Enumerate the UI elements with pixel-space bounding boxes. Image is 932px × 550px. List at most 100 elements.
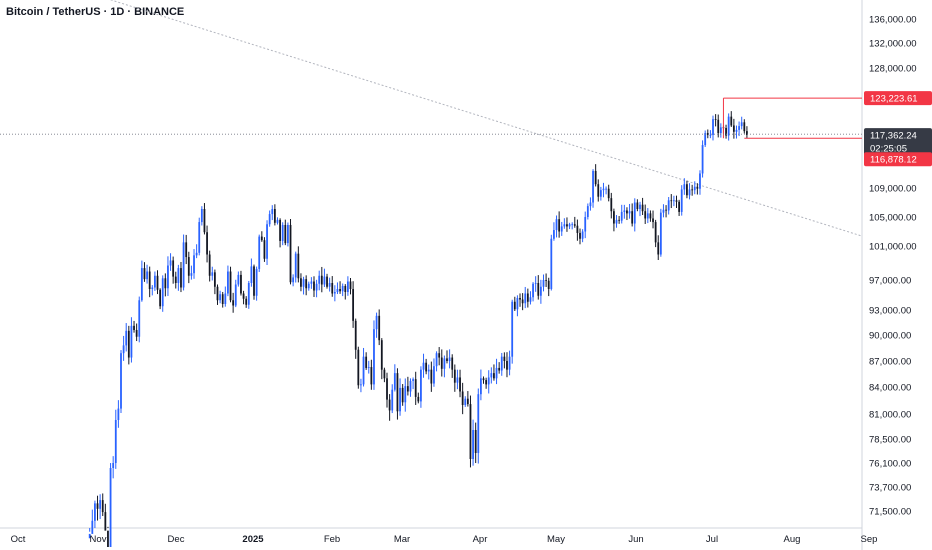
candle-body [164, 278, 167, 289]
price-tag-current-bg [864, 128, 932, 157]
candle-body [743, 122, 746, 132]
candle-body [576, 225, 579, 233]
candle-body [667, 200, 670, 211]
candle-body [258, 236, 261, 269]
candle-body [156, 275, 159, 290]
candle-body [652, 218, 654, 223]
candle-body [167, 265, 169, 289]
candle-body [370, 367, 373, 385]
candle-body [558, 219, 561, 232]
candle-body [657, 242, 660, 255]
price-tag-low-bg [864, 152, 932, 167]
candle-body [430, 369, 433, 384]
y-tick-label: 84,000.00 [869, 383, 911, 394]
candle-body [589, 202, 592, 207]
candle-body [644, 211, 647, 219]
candle-body [438, 353, 441, 358]
candle-body [313, 281, 315, 291]
candle-body [412, 379, 414, 381]
candle-body [461, 391, 464, 405]
candle-body [425, 362, 428, 372]
candle-body [138, 300, 141, 337]
candle-body [534, 283, 537, 284]
candle-body [336, 289, 339, 292]
candle-body [174, 276, 177, 283]
candle-body [524, 293, 527, 304]
candle-body [318, 275, 321, 284]
candle-body [328, 283, 331, 287]
candle-body [732, 125, 735, 132]
candle-body [388, 399, 391, 411]
candle-body [135, 330, 138, 337]
candle-body [276, 219, 279, 223]
candle-body [297, 253, 300, 279]
candle-body [526, 293, 529, 302]
candle-body [232, 300, 235, 306]
x-tick-label: Dec [168, 534, 185, 545]
candle-body [94, 503, 96, 521]
candle-body [320, 275, 323, 285]
candle-body [406, 386, 409, 392]
candle-body [219, 294, 221, 301]
candle-body [459, 377, 461, 392]
candle-body [229, 271, 232, 301]
candle-body [260, 236, 263, 241]
candle-body [597, 184, 600, 197]
candle-body [675, 200, 678, 202]
candle-body [213, 272, 216, 287]
candle-body [237, 274, 240, 285]
candle-body [221, 294, 224, 304]
candle-body [573, 224, 576, 226]
candle-body [383, 369, 386, 379]
candle-body [542, 280, 545, 287]
candle-body [610, 198, 613, 212]
candle-body [730, 116, 733, 126]
candle-body [396, 373, 399, 412]
candle-body [735, 129, 738, 132]
candle-body [360, 384, 362, 386]
candle-body [555, 219, 558, 231]
candle-body [498, 367, 501, 371]
y-tick-label: 101,000.00 [869, 242, 917, 253]
candle-body [579, 232, 581, 239]
candle-body [195, 252, 198, 256]
candle-body [200, 209, 203, 223]
candle-body [101, 500, 104, 513]
candle-body [354, 320, 357, 350]
candle-body [125, 330, 128, 346]
y-tick-label: 78,500.00 [869, 435, 911, 446]
candle-body [227, 271, 229, 294]
candle-body [693, 186, 696, 191]
y-tick-label: 90,000.00 [869, 331, 911, 342]
candle-body [302, 279, 305, 287]
y-tick-label: 109,000.00 [869, 184, 917, 195]
candle-body [699, 173, 701, 189]
candle-body [409, 380, 412, 392]
candle-body [224, 293, 227, 304]
candle-body [704, 133, 707, 146]
candle-body [680, 189, 683, 212]
candle-body [477, 394, 480, 453]
candle-body [326, 276, 328, 287]
y-tick-label: 128,000.00 [869, 64, 917, 75]
candle-body [433, 366, 435, 384]
candle-body [349, 281, 352, 289]
price-tag-current-countdown: 02:25:05 [870, 144, 907, 155]
candle-body [508, 356, 511, 370]
candle-body [521, 299, 524, 304]
candle-body [712, 119, 714, 135]
candle-body [628, 211, 631, 214]
candle-body [198, 222, 201, 253]
candle-body [440, 357, 443, 369]
candle-body [154, 275, 156, 288]
candle-body [422, 362, 425, 370]
candle-body [177, 268, 180, 283]
candle-body [532, 283, 534, 298]
candle-body [633, 202, 636, 224]
candle-body [646, 213, 649, 219]
y-tick-label: 97,000.00 [869, 276, 911, 287]
candle-body [140, 268, 143, 301]
candle-body [263, 240, 266, 259]
candle-body [190, 273, 193, 276]
